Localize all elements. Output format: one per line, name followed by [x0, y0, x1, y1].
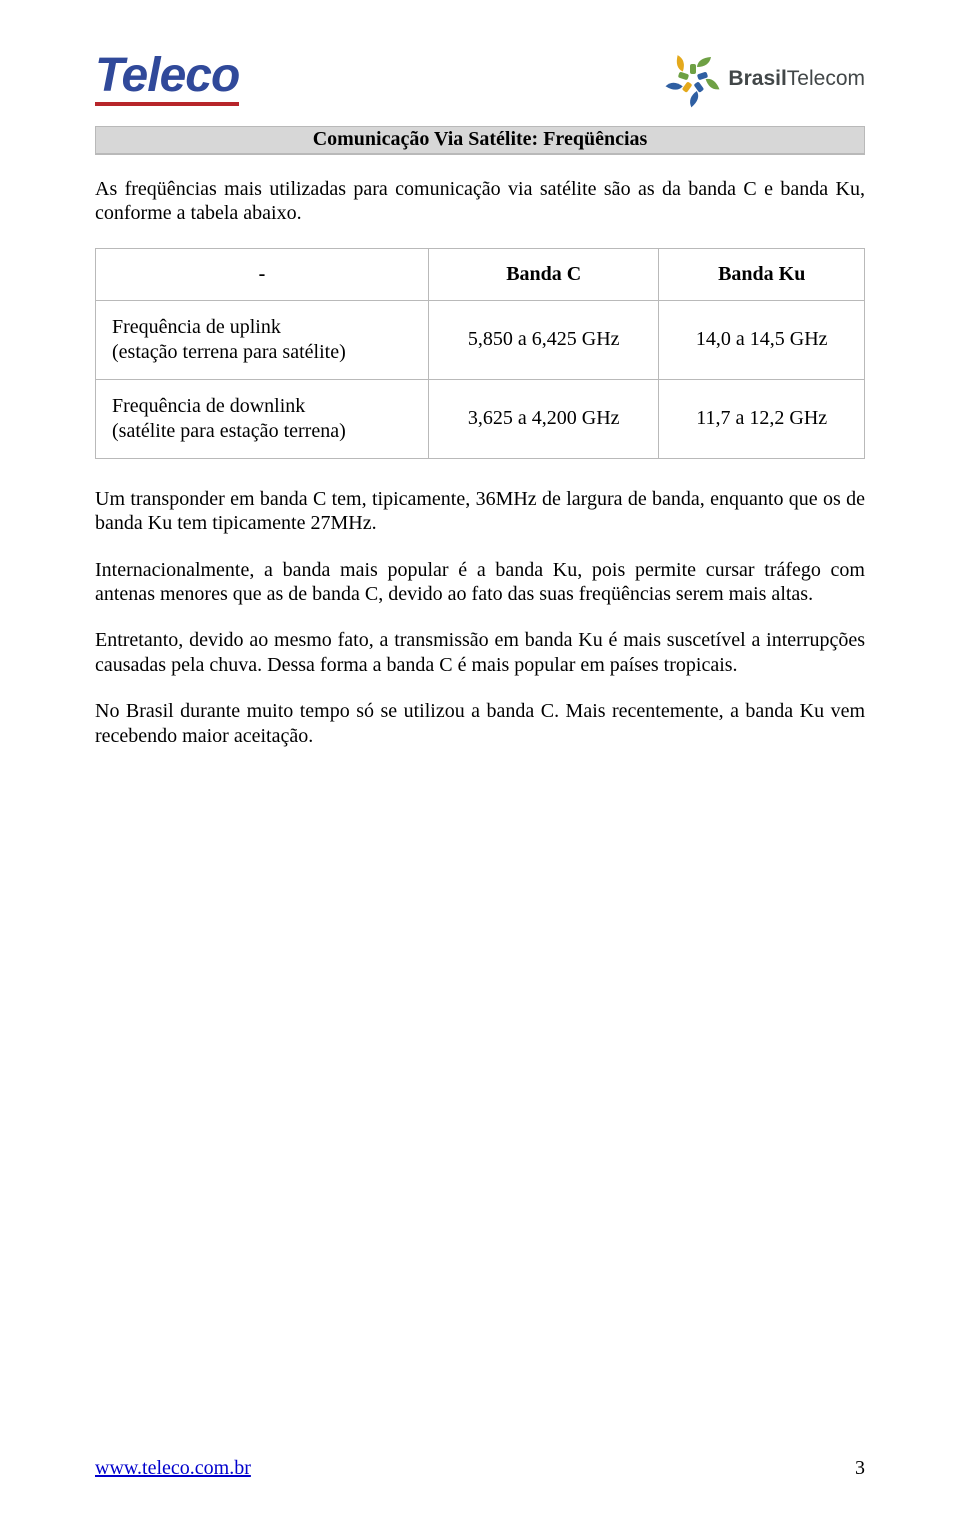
body-paragraph: Um transponder em banda C tem, tipicamen…	[95, 487, 865, 536]
teleco-logo: Teleco	[95, 52, 239, 106]
frequency-table: - Banda C Banda Ku Frequência de uplink …	[95, 248, 865, 459]
table-row: Frequência de uplink (estação terrena pa…	[96, 300, 865, 379]
table-row: Frequência de downlink (satélite para es…	[96, 379, 865, 458]
table-row-label: Frequência de uplink (estação terrena pa…	[96, 300, 429, 379]
brasiltelecom-logo: BrasilTelecom	[664, 50, 865, 108]
table-cell: 14,0 a 14,5 GHz	[659, 300, 865, 379]
page-footer: www.teleco.com.br 3	[95, 1457, 865, 1480]
page-number: 3	[855, 1457, 865, 1480]
table-header-cell: -	[96, 248, 429, 300]
intro-paragraph: As freqüências mais utilizadas para comu…	[95, 177, 865, 226]
table-header-cell: Banda C	[428, 248, 658, 300]
table-cell: 11,7 a 12,2 GHz	[659, 379, 865, 458]
brasiltelecom-logo-text: BrasilTelecom	[728, 67, 865, 91]
body-paragraph: No Brasil durante muito tempo só se util…	[95, 699, 865, 748]
table-cell: 3,625 a 4,200 GHz	[428, 379, 658, 458]
section-title: Comunicação Via Satélite: Freqüências	[313, 128, 648, 150]
table-header-cell: Banda Ku	[659, 248, 865, 300]
table-header-row: - Banda C Banda Ku	[96, 248, 865, 300]
section-title-bar: Comunicação Via Satélite: Freqüências	[95, 126, 865, 155]
footer-link[interactable]: www.teleco.com.br	[95, 1457, 251, 1480]
brasiltelecom-mark-icon	[664, 50, 722, 108]
table-cell: 5,850 a 6,425 GHz	[428, 300, 658, 379]
header-logos: Teleco	[95, 50, 865, 108]
body-paragraph: Internacionalmente, a banda mais popular…	[95, 558, 865, 607]
body-paragraph: Entretanto, devido ao mesmo fato, a tran…	[95, 628, 865, 677]
table-row-label: Frequência de downlink (satélite para es…	[96, 379, 429, 458]
